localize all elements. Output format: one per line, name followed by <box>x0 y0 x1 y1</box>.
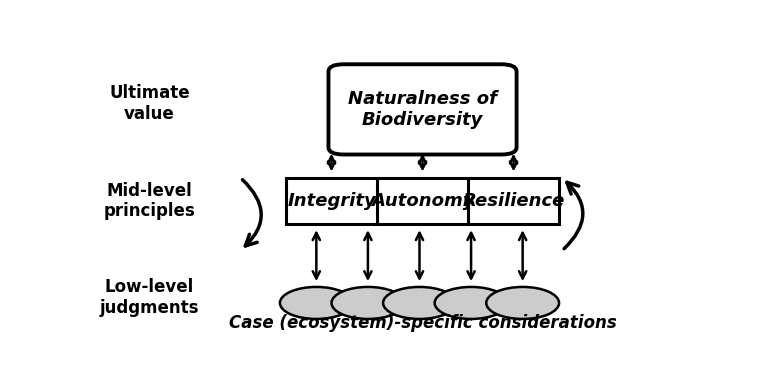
FancyBboxPatch shape <box>329 64 517 155</box>
Text: Integrity: Integrity <box>287 192 376 210</box>
Text: Low-level
judgments: Low-level judgments <box>99 278 199 316</box>
Ellipse shape <box>331 287 404 319</box>
Text: Autonomy: Autonomy <box>371 192 474 210</box>
Text: Ultimate
value: Ultimate value <box>109 84 189 123</box>
Ellipse shape <box>435 287 507 319</box>
Text: Mid-level
principles: Mid-level principles <box>103 182 195 220</box>
Ellipse shape <box>280 287 353 319</box>
Text: Naturalness of
Biodiversity: Naturalness of Biodiversity <box>348 90 497 129</box>
Ellipse shape <box>486 287 559 319</box>
Text: Case (ecosystem)-specific considerations: Case (ecosystem)-specific considerations <box>229 314 616 332</box>
Text: Resilience: Resilience <box>463 192 565 210</box>
Ellipse shape <box>383 287 456 319</box>
Bar <box>286 178 559 225</box>
